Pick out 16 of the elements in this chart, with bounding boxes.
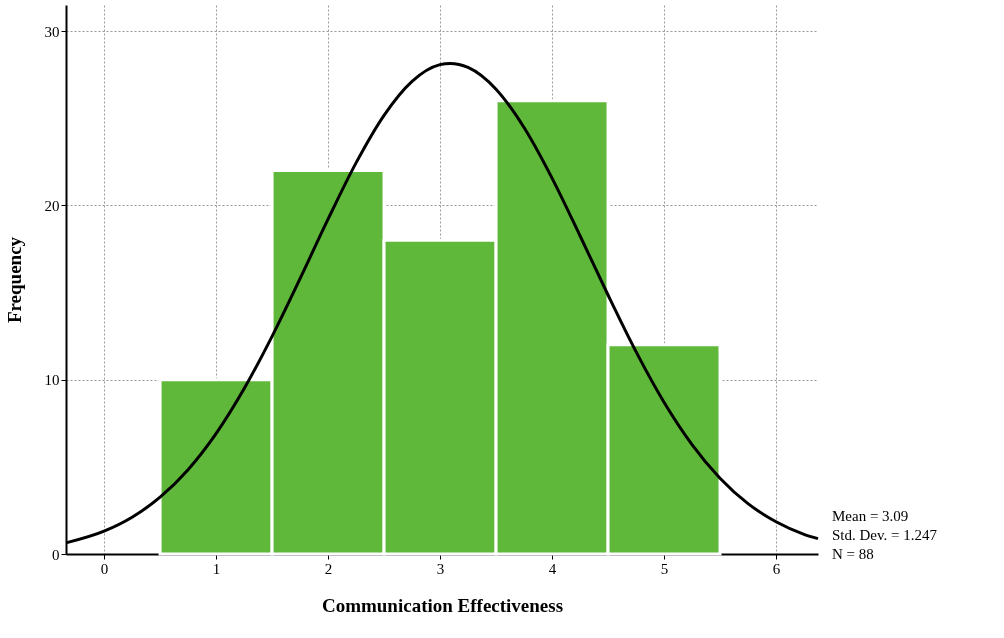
text: N = 88	[832, 546, 874, 562]
y-tick-label: 10	[44, 372, 60, 389]
x-tick-label: 4	[548, 560, 557, 577]
x-tick-label: 0	[100, 560, 109, 577]
y-axis-title: Frequency	[3, 236, 25, 324]
x-tick-label: 2	[324, 560, 333, 577]
x-tick-label: 6	[772, 560, 781, 577]
y-tick-label: 0	[52, 546, 60, 563]
text: Mean = 3.09	[832, 508, 909, 524]
y-tick-label: 30	[44, 23, 60, 40]
x-axis-title: Communication Effectiveness	[321, 594, 564, 616]
x-tick-label: 1	[212, 560, 221, 577]
x-tick-label: 5	[660, 560, 669, 577]
text: Std. Dev. = 1.247	[832, 527, 938, 543]
y-tick-label: 20	[44, 197, 60, 214]
x-tick-label: 3	[436, 560, 445, 577]
